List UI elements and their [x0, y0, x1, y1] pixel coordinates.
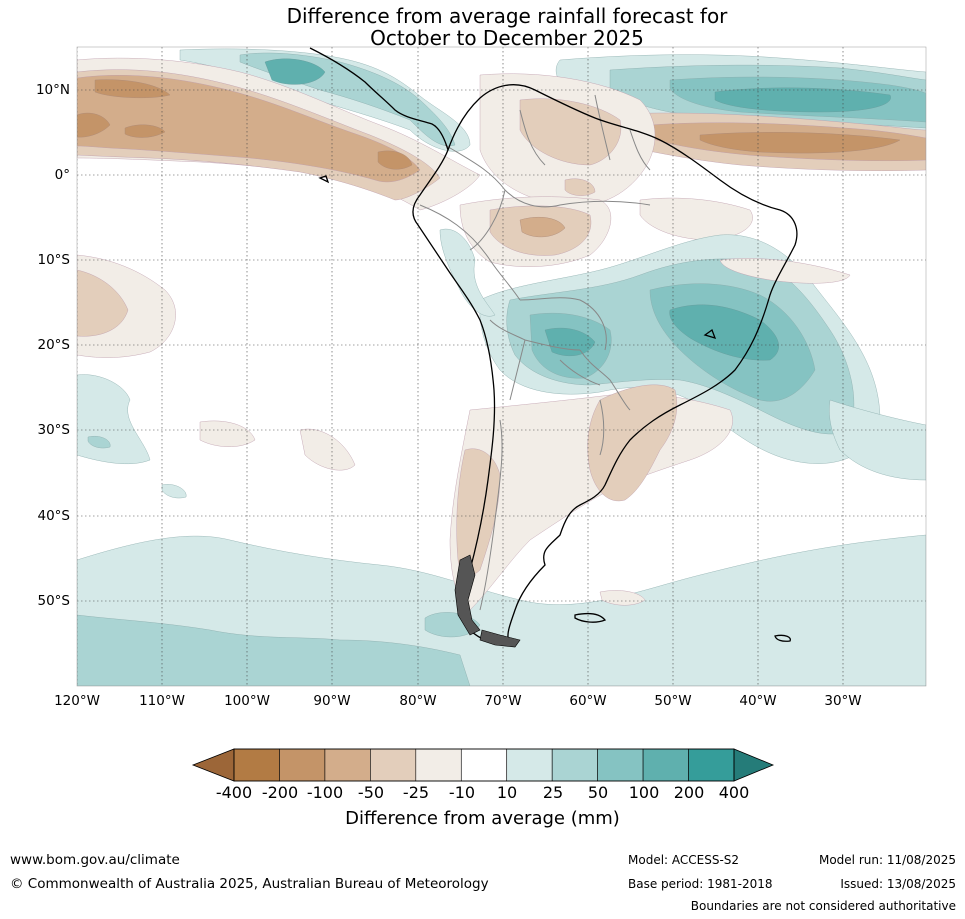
- model-name: Model: ACCESS-S2: [628, 853, 740, 867]
- dry-core-north-3: [377, 150, 413, 170]
- map-title-line1: Difference from average rainfall forecas…: [286, 4, 728, 28]
- colorbar-tick-label: 10: [496, 783, 518, 802]
- colorbar-segment: [460, 748, 508, 782]
- colorbar-segment: [279, 748, 326, 782]
- wet-patch-west-pacific-2: [161, 484, 187, 499]
- colorbar-tick-label: 50: [587, 783, 609, 802]
- colorbar-segment: [370, 748, 417, 782]
- map-title-line2: October to December 2025: [370, 26, 644, 50]
- lon-label-50w: 50°W: [654, 693, 692, 709]
- lon-label-40w: 40°W: [739, 693, 777, 709]
- colorbar-tick-label: -200: [261, 783, 299, 802]
- dry-core-north-2: [124, 124, 166, 138]
- boundaries-disclaimer: Boundaries are not considered authoritat…: [690, 899, 956, 913]
- lon-label-90w: 90°W: [313, 693, 351, 709]
- colorbar-segment: [688, 748, 735, 782]
- dry-nsa-3: [564, 178, 596, 196]
- dry-nsa-2: [519, 98, 622, 166]
- anomaly-shading: [77, 47, 926, 686]
- dry-pacific-patch-1: [299, 428, 356, 471]
- dry-core-north-4: [94, 79, 171, 98]
- wet-band-south-inner: [77, 614, 471, 686]
- lon-label-70w: 70°W: [484, 693, 522, 709]
- lat-label-10n: 10°N: [35, 82, 70, 98]
- colorbar-tick-label: -50: [357, 783, 385, 802]
- dry-core-north-1: [77, 112, 111, 138]
- wet-core-central-sa: [544, 327, 596, 356]
- colorbar-title: Difference from average (mm): [345, 808, 620, 829]
- lon-label-30w: 30°W: [824, 693, 862, 709]
- lon-label-110w: 110°W: [139, 693, 185, 709]
- colorbar-segment: [324, 748, 371, 782]
- colorbar-tick-label: 25: [542, 783, 564, 802]
- wet-patch-andes: [439, 228, 496, 317]
- colorbar-frame: [233, 748, 735, 782]
- colorbar-tick-label: 200: [673, 783, 705, 802]
- lat-label-30s: 30°S: [37, 422, 71, 438]
- colorbar-segment: [551, 748, 598, 782]
- issued-date: Issued: 13/08/2025: [840, 877, 956, 891]
- dry-pacific-patch-3: [599, 590, 646, 606]
- colorbar-tick-label: -25: [402, 783, 430, 802]
- dry-pacific-west-2: [77, 269, 129, 337]
- country-boundaries: [419, 94, 651, 611]
- dry-southern-sa-2: [587, 384, 678, 502]
- colorbar-tick-label: 400: [718, 783, 750, 802]
- colorbar-tick-label: -100: [306, 783, 344, 802]
- lat-label-10s: 10°S: [37, 252, 71, 268]
- wet-core-east-brazil: [669, 304, 779, 361]
- colorbar-segment: [415, 748, 462, 782]
- base-period: Base period: 1981-2018: [628, 877, 773, 891]
- dry-pacific-patch-2: [199, 420, 256, 447]
- lat-label-20s: 20°S: [37, 337, 71, 353]
- lon-label-100w: 100°W: [224, 693, 270, 709]
- colorbar-segment: [597, 748, 644, 782]
- website-link[interactable]: www.bom.gov.au/climate: [10, 852, 180, 868]
- lat-label-40s: 40°S: [37, 508, 71, 524]
- dry-patagonia: [456, 448, 501, 576]
- copyright-text: © Commonwealth of Australia 2025, Austra…: [10, 876, 489, 892]
- dry-band-north-3: [77, 75, 421, 183]
- colorbar-tick-label: -10: [448, 783, 476, 802]
- model-run: Model run: 11/08/2025: [818, 853, 956, 867]
- lat-label-50s: 50°S: [37, 593, 71, 609]
- lat-label-eq: 0°: [54, 167, 70, 183]
- dry-core-east-eq: [699, 132, 901, 154]
- dry-amazon-core: [519, 217, 566, 238]
- wet-core-north-west: [264, 58, 326, 85]
- colorbar: [191, 748, 775, 782]
- colorbar-tick-label: -400: [215, 783, 253, 802]
- colorbar-low-extend: [191, 748, 235, 782]
- map-frame: [76, 46, 927, 687]
- chile-fjords: [454, 554, 521, 648]
- colorbar-segment: [642, 748, 689, 782]
- colorbar-segment: [506, 748, 553, 782]
- lon-label-80w: 80°W: [399, 693, 437, 709]
- colorbar-high-extend: [733, 748, 775, 782]
- dry-east-atlantic-patch: [719, 258, 851, 284]
- lon-label-60w: 60°W: [569, 693, 607, 709]
- dry-east-amazon: [639, 197, 753, 241]
- lon-label-120w: 120°W: [54, 693, 100, 709]
- colorbar-tick-label: 100: [628, 783, 660, 802]
- wet-patch-west-pacific-3: [87, 436, 111, 449]
- colorbar-segment: [233, 748, 280, 782]
